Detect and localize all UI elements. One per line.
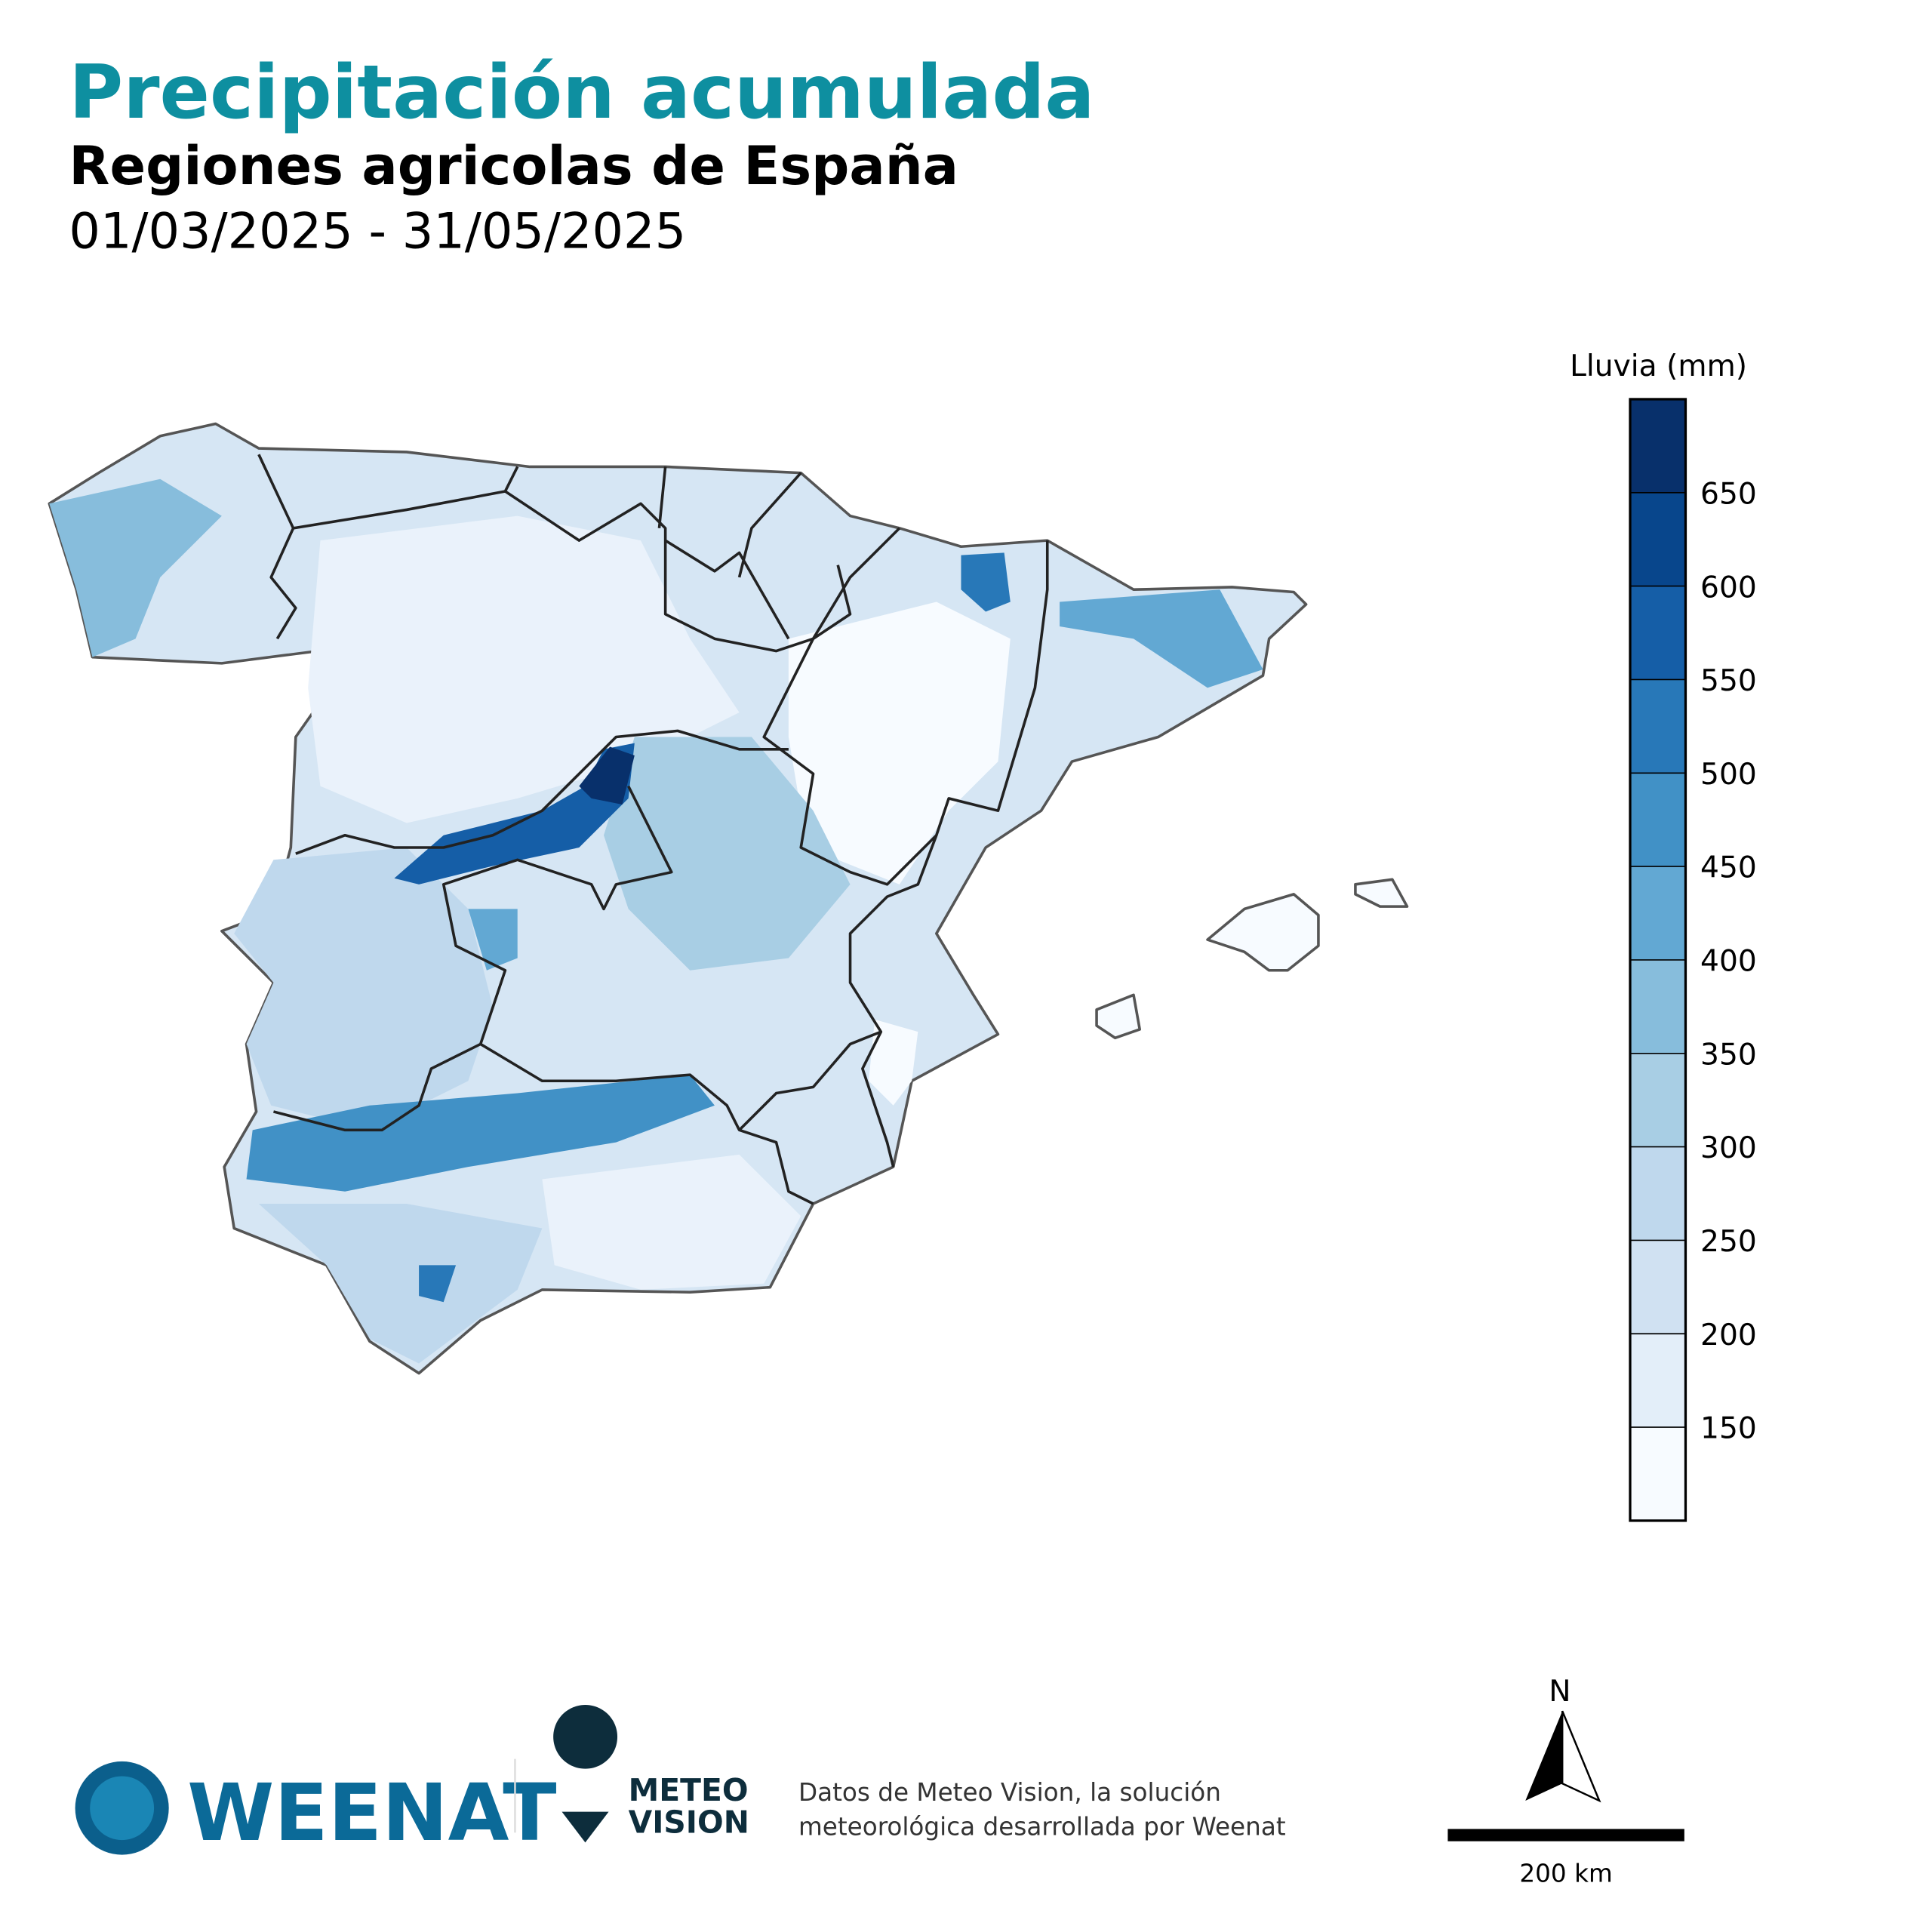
colorbar-bin (1630, 1146, 1686, 1241)
colorbar-tick-label: 500 (1700, 758, 1757, 792)
region-borders (257, 454, 1049, 1205)
spain-map (48, 422, 1409, 1375)
rain-zone (869, 1019, 918, 1106)
rain-zone (1060, 589, 1263, 688)
legend: Lluvia (mm) 150 200 250 300 350 400 450 500 550 6… (1570, 349, 1757, 1522)
partner-top: METEO (629, 1772, 749, 1808)
rain-zone (49, 478, 222, 657)
rain-zone (579, 746, 635, 805)
brand: WEENAT (187, 1767, 556, 1859)
colorbar-bin (1630, 679, 1686, 774)
colorbar-bin (1630, 773, 1686, 867)
rain-zone (604, 737, 851, 971)
rain-zone (246, 1075, 715, 1192)
north-arrow: N (1525, 1675, 1601, 1803)
rain-zone (788, 601, 1011, 885)
menorca (1354, 878, 1409, 908)
colorbar-bin (1630, 959, 1686, 1054)
north-label: N (1549, 1675, 1571, 1709)
subtitle: Regiones agricolas de España (69, 135, 958, 197)
rain-zone (468, 909, 518, 971)
colorbar-frame (1629, 398, 1687, 1522)
colorbar-tick-label: 350 (1700, 1038, 1757, 1072)
scale-label: 200 km (1519, 1859, 1612, 1888)
ibiza (1095, 993, 1141, 1040)
north-arrow-left (1525, 1711, 1563, 1801)
rain-zone (394, 743, 635, 885)
rain-zone (961, 552, 1011, 612)
colorbar-tick-label: 200 (1700, 1318, 1757, 1352)
credit-line-2: meteorológica desarrollada por Weenat (798, 1813, 1286, 1841)
colorbar-bin (1630, 492, 1686, 586)
colorbar-tick-label: 550 (1700, 664, 1757, 698)
mallorca (1206, 893, 1320, 972)
colorbar-bin (1630, 586, 1686, 680)
weenat-logo-inner (90, 1776, 155, 1841)
colorbar-tick-label: 650 (1700, 477, 1757, 511)
colorbar-bin (1630, 1053, 1686, 1147)
legend-title: Lluvia (mm) (1570, 349, 1747, 383)
colorbar-tick-label: 300 (1700, 1131, 1757, 1165)
colorbar-bin (1630, 1334, 1686, 1428)
colorbar-bin (1630, 1427, 1686, 1521)
rain-zone (234, 848, 494, 1131)
rain-zone (419, 1265, 457, 1303)
footer: WEENAT METEO VISION Datos de Meteo Visio… (75, 1705, 1286, 1859)
colorbar-tick-label: 150 (1700, 1412, 1757, 1446)
period: 01/03/2025 - 31/05/2025 (69, 203, 686, 260)
rain-zone (258, 1204, 543, 1364)
credit-line-1: Datos de Meteo Vision, la solución (798, 1778, 1221, 1807)
north-arrow-right (1561, 1710, 1601, 1803)
title: Precipitación acumulada (69, 50, 1094, 136)
scale-bar-rect (1447, 1829, 1684, 1841)
colorbar-bin (1630, 1240, 1686, 1334)
rain-zone (542, 1154, 801, 1290)
partner-bottom: VISION (629, 1804, 749, 1840)
scale-bar: 200 km (1447, 1829, 1684, 1888)
colorbar-tick-label: 600 (1700, 571, 1757, 605)
colorbar-tick-label: 400 (1700, 945, 1757, 979)
colorbar-tick-label: 450 (1700, 851, 1757, 885)
colorbar-tick-label: 250 (1700, 1225, 1757, 1259)
colorbar-bin (1630, 866, 1686, 960)
meteo-vision-pin (553, 1705, 618, 1843)
colorbar-bin (1630, 398, 1686, 493)
